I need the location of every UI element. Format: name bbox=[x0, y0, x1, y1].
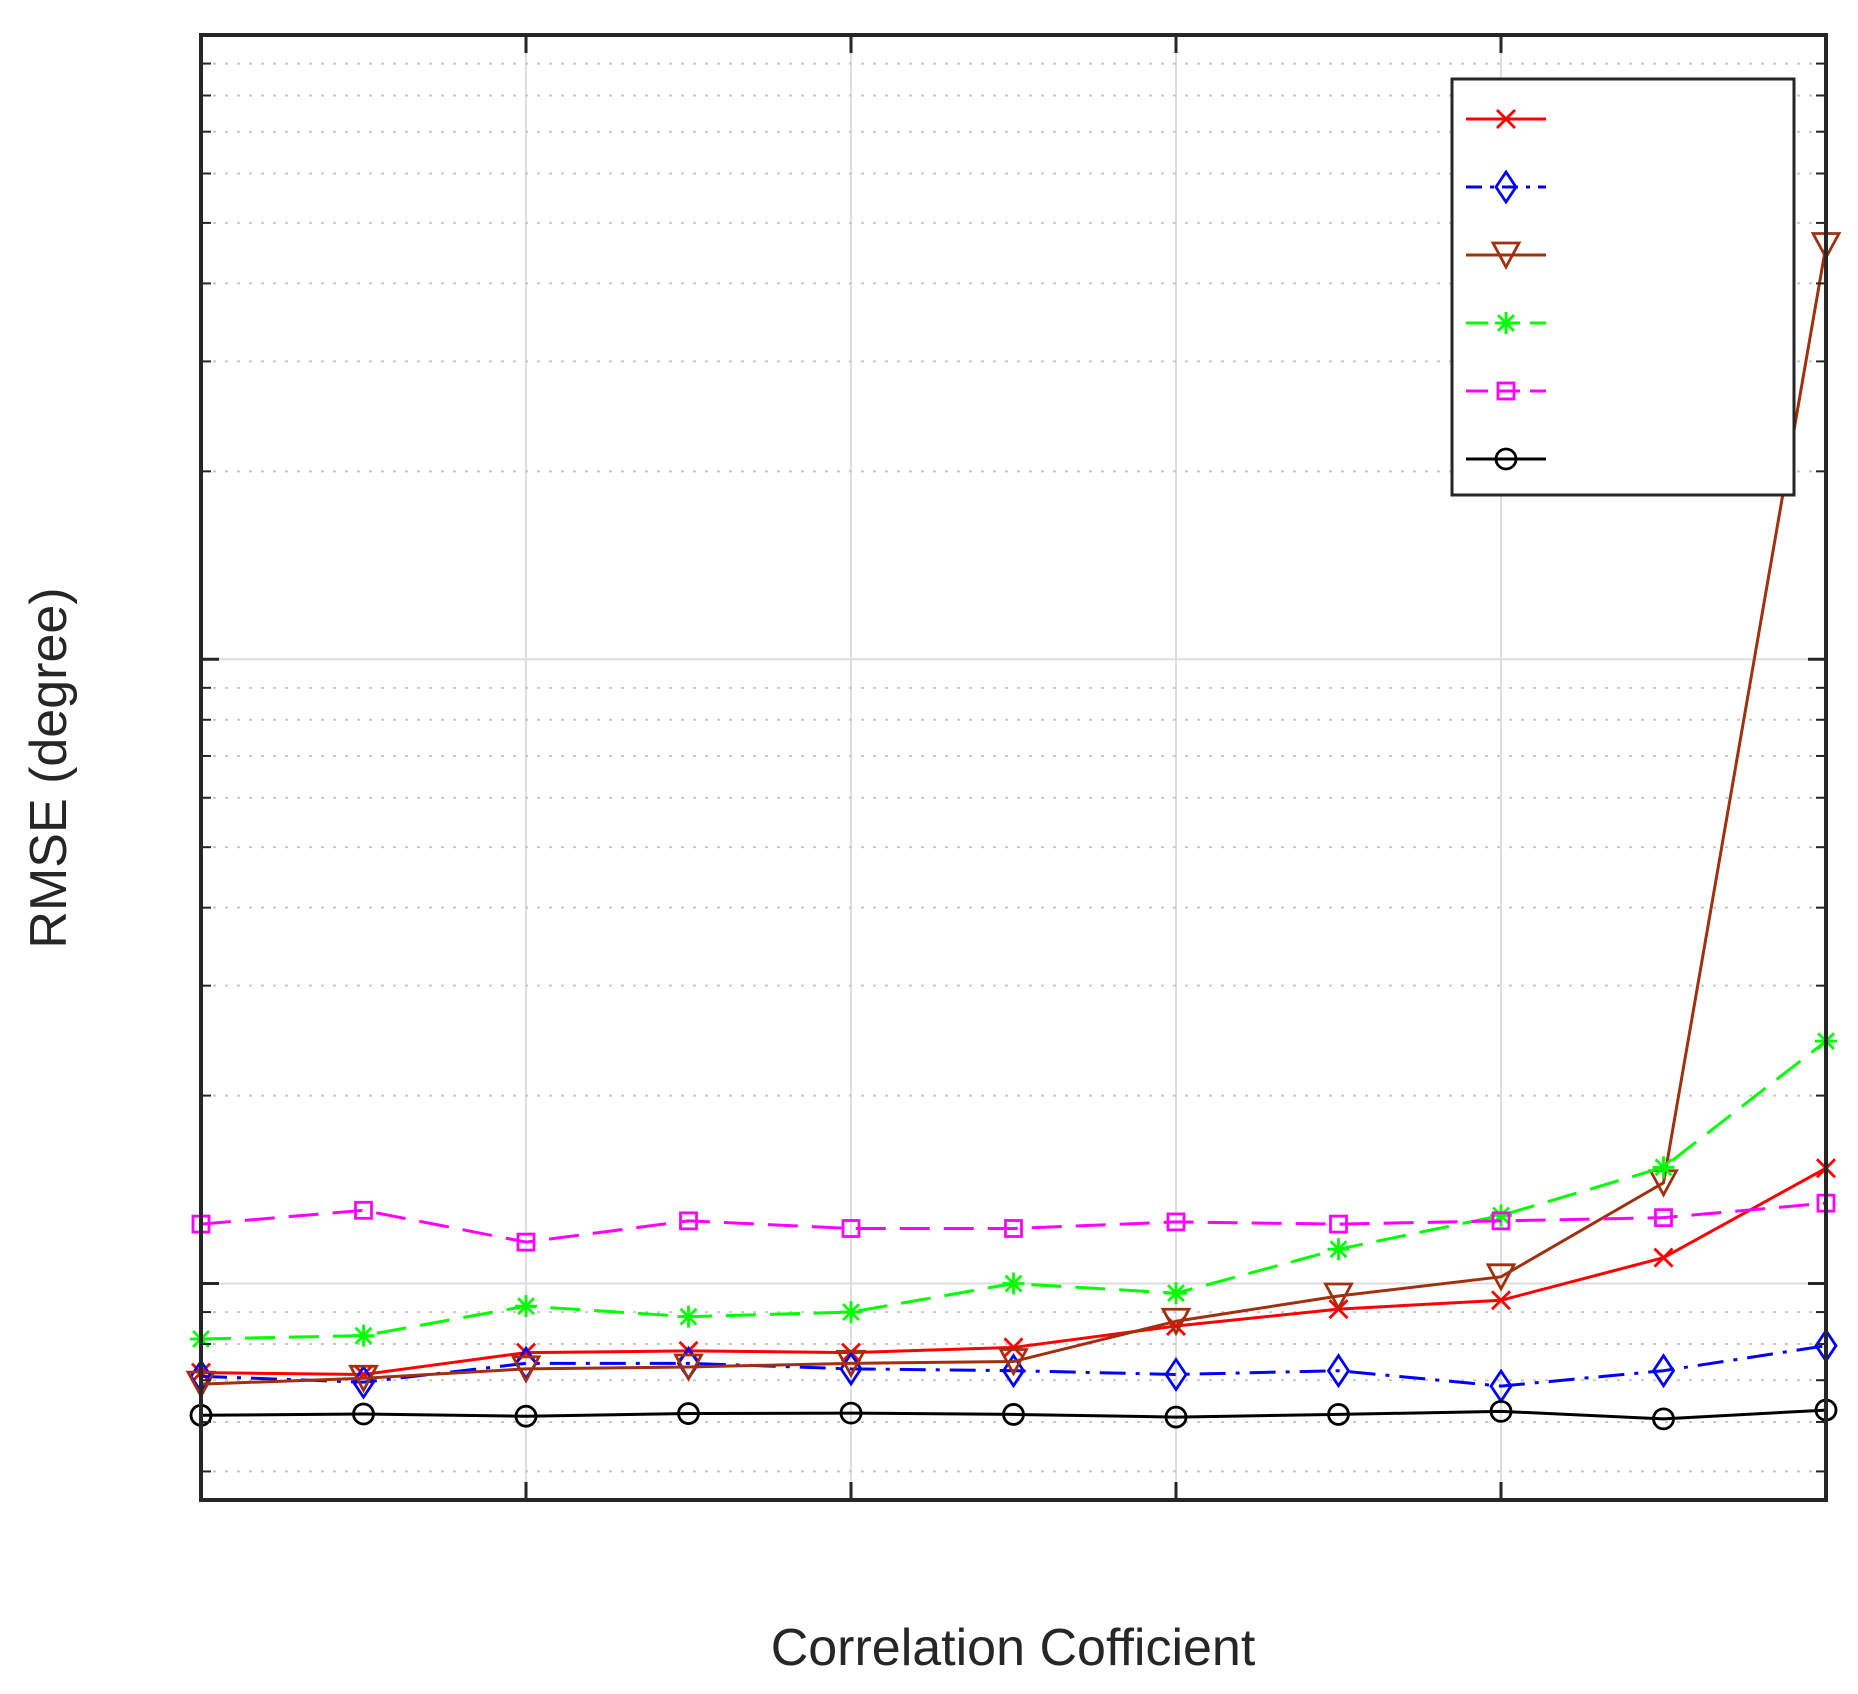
data-point-crb bbox=[352, 1402, 375, 1426]
data-point-fb-vs-tev bbox=[1164, 1356, 1188, 1392]
data-point-two-fold bbox=[516, 1232, 536, 1252]
data-point-tev bbox=[673, 1353, 704, 1382]
data-point-psa bbox=[1165, 1282, 1187, 1305]
data-point-psa bbox=[1002, 1272, 1025, 1295]
data-point-two-fold bbox=[1329, 1214, 1348, 1234]
data-point-psa bbox=[1652, 1156, 1675, 1179]
data-point-vs-tev bbox=[1491, 1290, 1511, 1311]
data-point-psa bbox=[677, 1305, 700, 1328]
data-point-vs-tev bbox=[1653, 1247, 1674, 1268]
legend-swatch-marker bbox=[1490, 241, 1522, 270]
marker-stroke bbox=[842, 1303, 860, 1321]
data-point-psa bbox=[515, 1295, 537, 1318]
data-point-tev bbox=[998, 1348, 1029, 1377]
marker-stroke bbox=[1653, 1247, 1674, 1268]
series-line-crb bbox=[200, 1408, 1827, 1421]
data-point-two-fold bbox=[841, 1219, 861, 1238]
series-line-tev bbox=[200, 245, 1828, 1386]
data-point-vs-tev bbox=[1003, 1337, 1024, 1358]
marker-stroke bbox=[517, 1297, 535, 1316]
data-point-two-fold bbox=[1491, 1211, 1511, 1231]
legend-box bbox=[1450, 77, 1796, 497]
legend-item-fb-vs-tev bbox=[1466, 169, 1546, 205]
marker-stroke bbox=[354, 1326, 373, 1345]
legend-item-psa bbox=[1466, 312, 1546, 334]
data-point-crb bbox=[839, 1401, 863, 1425]
legend-item-tev bbox=[1466, 241, 1546, 270]
data-point-two-fold bbox=[1004, 1219, 1023, 1238]
legend-swatch-marker bbox=[1496, 381, 1516, 401]
data-point-tev bbox=[1485, 1263, 1517, 1292]
series-psa bbox=[190, 1030, 1837, 1350]
data-point-tev bbox=[835, 1349, 867, 1379]
x-axis-label: Correlation Cofficient bbox=[771, 1619, 1256, 1677]
data-point-two-fold bbox=[679, 1211, 698, 1231]
data-point-tev bbox=[348, 1364, 379, 1394]
data-point-two-fold bbox=[1166, 1212, 1186, 1232]
legend-item-two-fold bbox=[1466, 381, 1546, 401]
data-point-psa bbox=[1327, 1238, 1350, 1261]
data-point-crb bbox=[1002, 1403, 1025, 1426]
marker-stroke bbox=[1497, 314, 1515, 332]
data-point-crb bbox=[677, 1402, 700, 1425]
legend-swatch-marker bbox=[1494, 169, 1518, 205]
ticks bbox=[199, 33, 1828, 1500]
legend-swatch-marker bbox=[1496, 109, 1516, 129]
data-point-crb bbox=[514, 1404, 538, 1428]
marker-stroke bbox=[1654, 1158, 1673, 1177]
data-point-tev bbox=[1323, 1282, 1354, 1311]
data-point-two-fold bbox=[354, 1200, 373, 1220]
data-point-tev bbox=[1160, 1307, 1192, 1337]
marker-stroke bbox=[1329, 1240, 1348, 1259]
marker-stroke bbox=[1004, 1274, 1023, 1293]
data-point-psa bbox=[352, 1324, 375, 1347]
marker-stroke bbox=[1496, 109, 1516, 129]
marker-stroke bbox=[679, 1307, 698, 1326]
series-line-two-fold bbox=[200, 1201, 1827, 1244]
legend-swatch-marker bbox=[1495, 312, 1517, 334]
axes-frame bbox=[199, 33, 1828, 1502]
data-point-two-fold bbox=[1654, 1208, 1673, 1228]
data-point-fb-vs-tev bbox=[1326, 1353, 1351, 1389]
data-point-crb bbox=[1489, 1399, 1513, 1423]
legend-item-crb bbox=[1466, 447, 1546, 471]
data-point-fb-vs-tev bbox=[1651, 1353, 1676, 1389]
legend-swatch-marker bbox=[1494, 447, 1518, 471]
data-point-tev bbox=[510, 1355, 542, 1384]
data-point-fb-vs-tev bbox=[1001, 1353, 1026, 1389]
data-point-crb bbox=[1652, 1407, 1675, 1431]
marker-stroke bbox=[1003, 1337, 1024, 1358]
legend bbox=[1450, 77, 1796, 497]
marker-stroke bbox=[1491, 1290, 1511, 1311]
legend-item-vs-tev bbox=[1466, 109, 1546, 129]
data-point-crb bbox=[1164, 1405, 1188, 1429]
data-point-psa bbox=[840, 1301, 862, 1324]
data-point-crb bbox=[1327, 1403, 1350, 1426]
marker-stroke bbox=[1167, 1284, 1185, 1303]
y-axis-label: RMSE (degree) bbox=[20, 587, 78, 948]
